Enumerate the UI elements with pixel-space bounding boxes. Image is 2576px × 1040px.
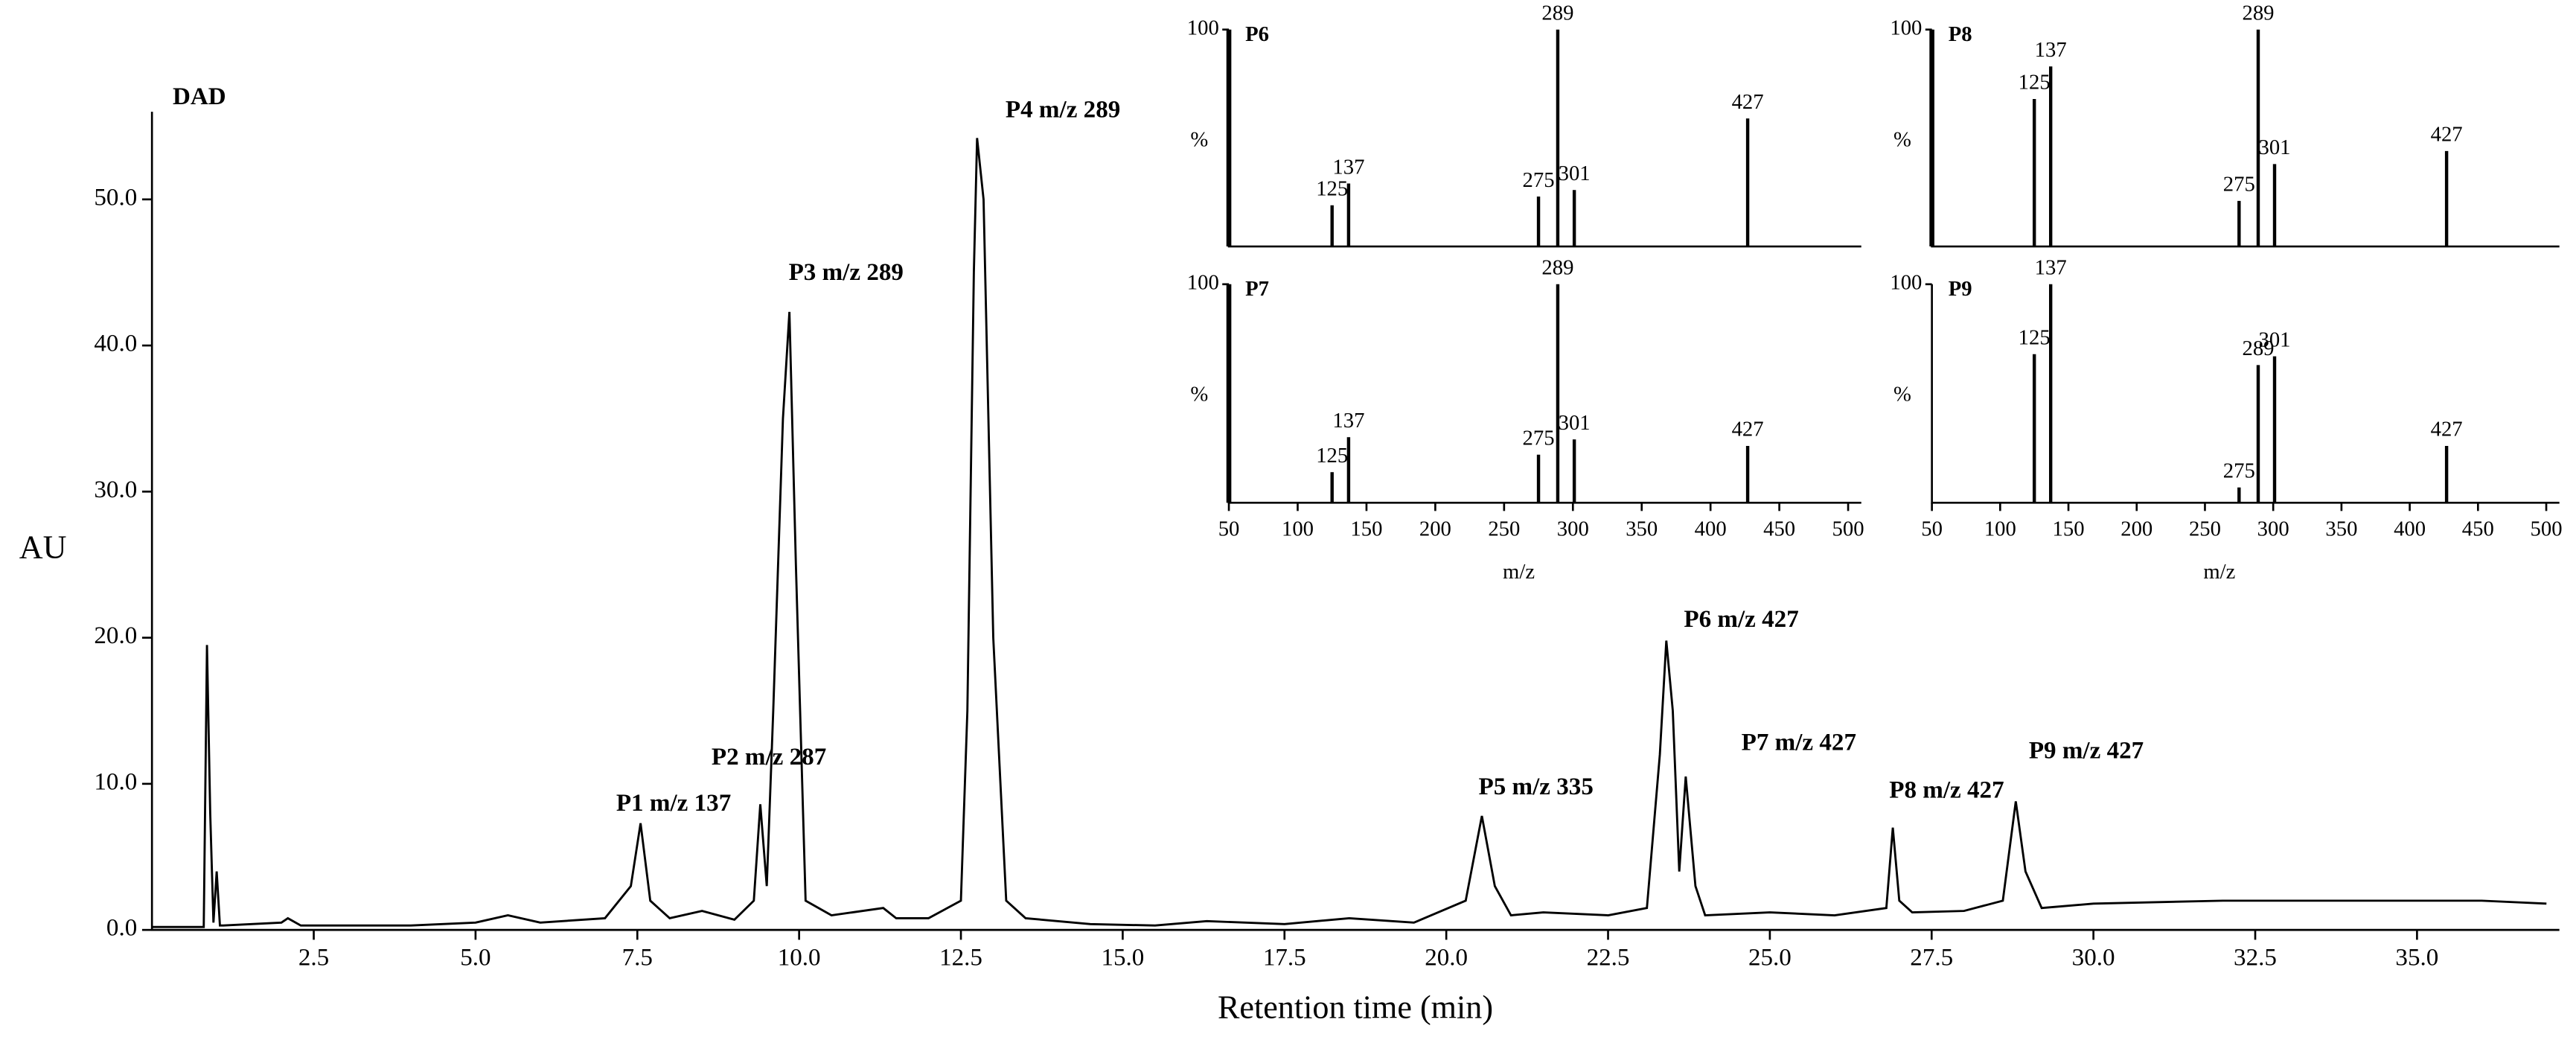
inset-title: P9 [1949, 277, 1972, 301]
x-tick-label: 500 [1832, 517, 1864, 540]
x-tick-label: 17.5 [1263, 944, 1306, 971]
x-tick-label: 25.0 [1748, 944, 1792, 971]
x-tick-label: 250 [2189, 517, 2221, 540]
inset-title: P8 [1949, 22, 1972, 46]
annotation: P1 m/z 137 [616, 790, 731, 817]
x-axis-label: Retention time (min) [1218, 989, 1493, 1025]
axis [1227, 284, 1861, 504]
peak-label: 289 [2242, 1, 2274, 25]
y-tick-label: 100 [1187, 270, 1219, 294]
x-tick-label: 400 [2394, 517, 2426, 540]
x-tick-label: 400 [1695, 517, 1727, 540]
annotation: P6 m/z 427 [1684, 606, 1798, 633]
x-tick-label: 200 [2120, 517, 2152, 540]
annotation: P4 m/z 289 [1006, 97, 1120, 124]
peak-label: 275 [1523, 168, 1555, 192]
y-tick-label: 10.0 [94, 768, 137, 795]
peak-label: 275 [2223, 173, 2255, 197]
y-tick-label: 30.0 [94, 476, 137, 503]
peak-label: 125 [1316, 444, 1348, 468]
annotation: DAD [173, 83, 226, 110]
y-tick-label: 100 [1187, 16, 1219, 39]
peak-label: 301 [2258, 135, 2290, 159]
annotation: P8 m/z 427 [1889, 776, 2004, 803]
y-tick-label: 40.0 [94, 331, 137, 357]
peak-label: 137 [2035, 256, 2067, 280]
x-tick-label: 100 [1282, 517, 1314, 540]
annotation: P2 m/z 287 [712, 744, 826, 771]
y-axis-label: % [1893, 382, 1911, 406]
y-tick-label: 50.0 [94, 184, 137, 211]
peak-label: 125 [2019, 71, 2051, 95]
x-tick-label: 450 [2462, 517, 2494, 540]
peak-label: 427 [2431, 418, 2463, 441]
x-tick-label: 300 [1557, 517, 1589, 540]
axis [1931, 29, 2560, 248]
annotation: P5 m/z 335 [1479, 773, 1594, 800]
annotation: P7 m/z 427 [1742, 729, 1856, 756]
x-axis-label: m/z [2203, 560, 2235, 584]
peak-label: 137 [2035, 38, 2067, 62]
x-tick-label: 300 [2257, 517, 2289, 540]
x-tick-label: 22.5 [1587, 944, 1630, 971]
x-tick-label: 20.0 [1425, 944, 1468, 971]
x-tick-label: 500 [2531, 517, 2563, 540]
y-axis-label: % [1190, 382, 1208, 406]
y-tick-label: 100 [1890, 270, 1922, 294]
x-tick-label: 200 [1419, 517, 1451, 540]
inset-title: P7 [1245, 277, 1269, 301]
x-tick-label: 5.0 [460, 944, 490, 971]
x-tick-label: 12.5 [939, 944, 982, 971]
x-tick-label: 32.5 [2234, 944, 2277, 971]
x-axis-label: m/z [1503, 560, 1535, 584]
peak-label: 275 [1523, 426, 1555, 450]
x-tick-label: 350 [2325, 517, 2357, 540]
y-axis-label: % [1893, 127, 1911, 151]
y-axis-label: AU [19, 529, 67, 565]
x-tick-label: 50 [1921, 517, 1943, 540]
peak-label: 289 [2242, 336, 2274, 360]
peak-label: 125 [1316, 176, 1348, 200]
x-tick-label: 150 [2053, 517, 2085, 540]
peak-label: 301 [1559, 411, 1591, 435]
peak-label: 125 [2019, 325, 2051, 349]
x-tick-label: 450 [1763, 517, 1795, 540]
peak-label: 137 [1332, 155, 1364, 179]
axis [1227, 29, 1861, 248]
annotation: P3 m/z 289 [789, 259, 904, 286]
peak-label: 275 [2223, 459, 2255, 482]
y-tick-label: 100 [1890, 16, 1922, 39]
chromatogram-line [152, 138, 2547, 928]
inset-title: P6 [1245, 22, 1269, 46]
peak-label: 427 [1732, 418, 1764, 441]
peak-label: 301 [1559, 162, 1591, 185]
y-tick-label: 20.0 [94, 622, 137, 649]
x-tick-label: 7.5 [622, 944, 653, 971]
peak-label: 301 [2258, 328, 2290, 351]
x-tick-label: 100 [1984, 517, 2016, 540]
x-tick-label: 50 [1218, 517, 1240, 540]
peak-label: 289 [1541, 256, 1573, 280]
x-tick-label: 250 [1488, 517, 1520, 540]
x-tick-label: 2.5 [298, 944, 329, 971]
x-tick-label: 35.0 [2395, 944, 2438, 971]
x-tick-label: 350 [1626, 517, 1658, 540]
peak-label: 427 [2431, 123, 2463, 147]
y-tick-label: 0.0 [106, 915, 137, 942]
x-tick-label: 30.0 [2072, 944, 2115, 971]
x-tick-label: 15.0 [1101, 944, 1144, 971]
peak-label: 289 [1541, 1, 1573, 25]
peak-label: 427 [1732, 90, 1764, 114]
y-axis-label: % [1190, 127, 1208, 151]
x-tick-label: 150 [1350, 517, 1382, 540]
peak-label: 137 [1332, 409, 1364, 433]
annotation: P9 m/z 427 [2029, 737, 2144, 764]
x-tick-label: 27.5 [1910, 944, 1953, 971]
x-tick-label: 10.0 [778, 944, 821, 971]
